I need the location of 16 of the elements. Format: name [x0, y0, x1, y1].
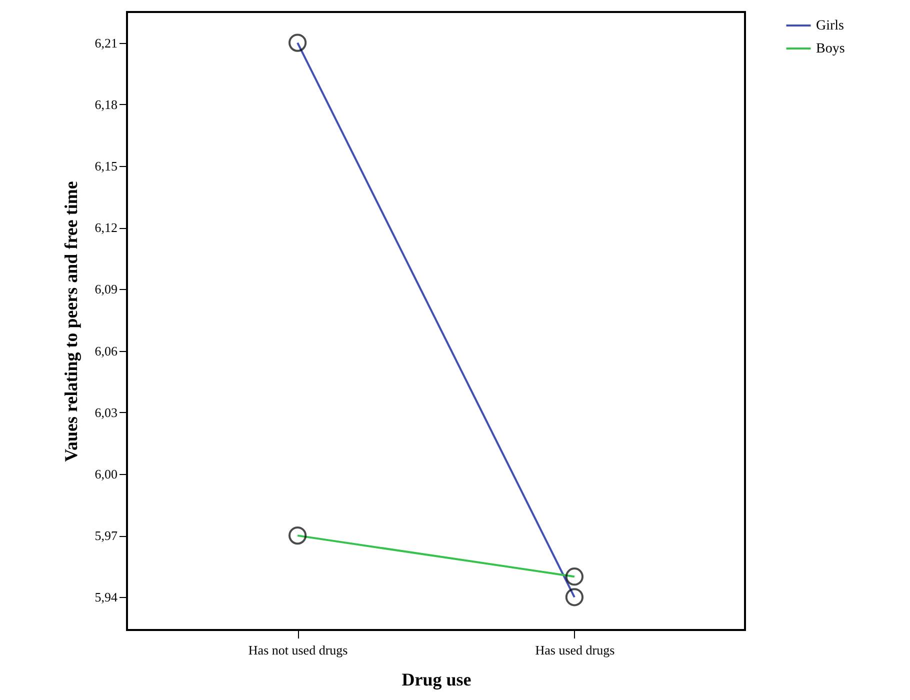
x-tick-label: Has used drugs [535, 642, 615, 658]
x-axis-title: Drug use [402, 670, 472, 690]
legend-label: Girls [816, 18, 844, 34]
y-tick-label: 6,21 [94, 35, 118, 50]
x-tick-label: Has not used drugs [248, 642, 348, 658]
y-tick-label: 5,97 [94, 528, 118, 544]
y-tick-label: 6,18 [94, 96, 118, 112]
y-tick-label: 6,09 [94, 282, 118, 297]
y-tick-label: 6,06 [94, 343, 118, 358]
y-tick-label: 6,12 [94, 220, 118, 236]
y-axis-title: Vaues relating to peers and free time [60, 181, 81, 462]
y-tick-label: 6,03 [94, 404, 118, 420]
legend-label: Boys [816, 42, 845, 56]
y-tick-label: 6,15 [94, 158, 118, 174]
y-tick-label: 5,94 [94, 590, 118, 605]
y-tick-label: 6,00 [94, 466, 118, 482]
